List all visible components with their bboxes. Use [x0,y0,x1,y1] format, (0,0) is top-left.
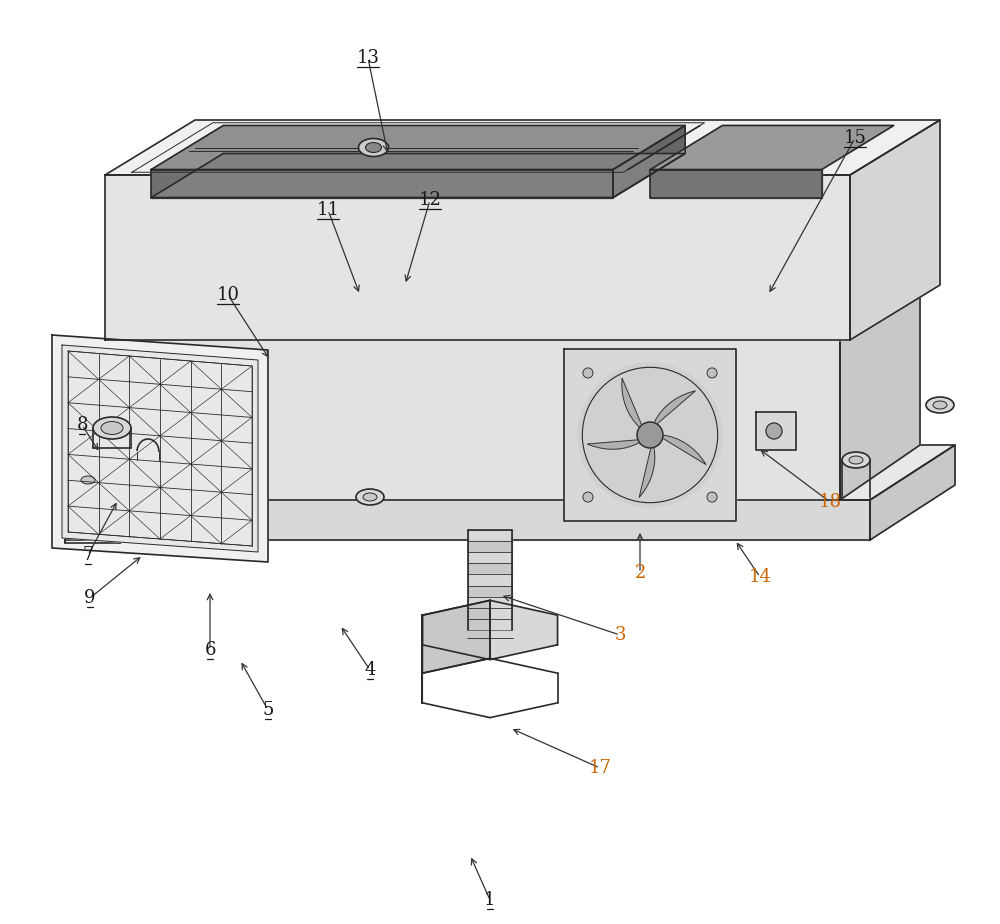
Circle shape [707,492,717,502]
Polygon shape [65,480,120,543]
Ellipse shape [74,472,102,488]
Text: 10: 10 [216,286,240,304]
Polygon shape [62,345,258,552]
Polygon shape [65,445,955,500]
Polygon shape [120,445,205,543]
Text: 3: 3 [614,626,626,644]
Text: 2: 2 [634,564,646,582]
Text: 15: 15 [844,129,866,147]
Polygon shape [120,335,840,500]
Ellipse shape [933,401,947,409]
Polygon shape [105,120,940,175]
Polygon shape [151,126,685,169]
Polygon shape [120,280,920,335]
Polygon shape [105,175,850,340]
Ellipse shape [842,452,870,468]
Polygon shape [587,440,644,449]
Polygon shape [660,432,706,465]
Polygon shape [639,444,656,497]
Ellipse shape [358,139,388,156]
Polygon shape [52,335,268,562]
Ellipse shape [366,142,382,152]
Polygon shape [422,601,490,674]
Text: 11: 11 [316,201,340,219]
Polygon shape [468,530,512,541]
Polygon shape [650,391,695,426]
Text: 1: 1 [484,891,496,909]
Polygon shape [564,349,736,521]
Ellipse shape [849,456,863,464]
Circle shape [707,368,717,378]
Text: 6: 6 [204,641,216,659]
Ellipse shape [93,417,131,439]
Circle shape [766,423,782,439]
Polygon shape [650,169,822,198]
Polygon shape [850,120,940,340]
Polygon shape [65,480,108,540]
Ellipse shape [363,493,377,501]
Text: 13: 13 [356,49,380,67]
Polygon shape [65,500,870,540]
Polygon shape [622,378,643,432]
Polygon shape [756,412,796,450]
Polygon shape [468,586,512,597]
Ellipse shape [926,397,954,413]
Ellipse shape [101,421,123,434]
Polygon shape [151,169,613,198]
Polygon shape [468,553,512,564]
Text: 12: 12 [419,191,441,209]
Polygon shape [468,541,512,553]
Polygon shape [613,126,685,198]
Polygon shape [151,153,685,198]
Polygon shape [468,597,512,608]
Circle shape [578,363,722,507]
Polygon shape [422,601,558,660]
Text: 9: 9 [84,589,96,607]
Text: 5: 5 [262,701,274,719]
Text: 7: 7 [82,546,94,564]
Polygon shape [468,608,512,619]
Text: 14: 14 [749,568,771,586]
Polygon shape [840,280,920,500]
Text: 17: 17 [589,759,611,777]
Text: 18: 18 [818,493,842,511]
Circle shape [637,422,663,448]
Text: 4: 4 [364,661,376,679]
Circle shape [583,492,593,502]
Polygon shape [468,564,512,575]
Circle shape [583,368,593,378]
Polygon shape [870,445,955,540]
Ellipse shape [81,476,95,484]
Polygon shape [468,619,512,630]
Text: 8: 8 [76,416,88,434]
Polygon shape [650,126,894,169]
Ellipse shape [356,489,384,505]
Polygon shape [468,575,512,586]
